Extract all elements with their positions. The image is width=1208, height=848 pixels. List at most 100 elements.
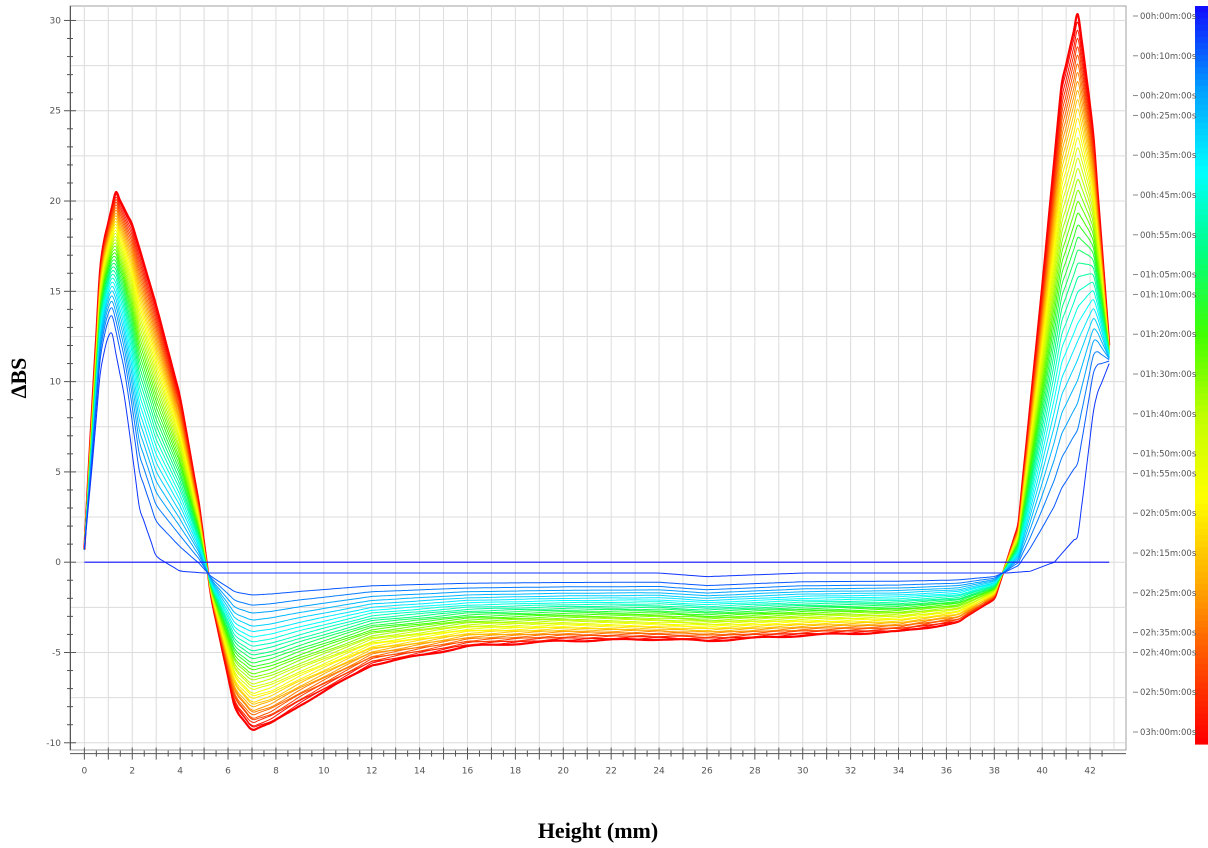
color-scale-band xyxy=(1195,36,1208,44)
color-scale-band xyxy=(1195,522,1208,530)
color-scale-band xyxy=(1195,79,1208,87)
color-scale-band xyxy=(1195,707,1208,714)
color-scale-band xyxy=(1195,73,1208,81)
color-scale-label: 01h:50m:00s xyxy=(1140,450,1197,460)
color-scale-label: 00h:55m:00s xyxy=(1140,231,1197,241)
color-scale-band xyxy=(1195,55,1208,62)
color-scale-band xyxy=(1195,331,1208,339)
color-scale-band xyxy=(1195,227,1208,235)
color-scale-band xyxy=(1195,682,1208,690)
series-line xyxy=(83,270,1110,652)
color-scale-band xyxy=(1195,633,1208,641)
series-line xyxy=(83,249,1110,660)
color-scale-band xyxy=(1195,245,1208,253)
color-scale-band xyxy=(1195,657,1208,665)
color-scale-band xyxy=(1195,172,1208,179)
y-tick-label: 5 xyxy=(55,468,61,478)
color-scale-band xyxy=(1195,614,1208,622)
color-scale-band xyxy=(1195,541,1208,548)
color-scale-band xyxy=(1195,442,1208,450)
plot-background xyxy=(69,5,1127,751)
color-scale-band xyxy=(1195,270,1208,278)
color-scale-band xyxy=(1195,737,1208,745)
y-axis-title: ΔBS xyxy=(6,358,31,399)
x-tick-label: 10 xyxy=(318,767,330,777)
color-scale-band xyxy=(1195,430,1208,438)
color-scale-band xyxy=(1195,584,1208,591)
x-tick-label: 12 xyxy=(366,767,377,777)
color-scale-band xyxy=(1195,528,1208,536)
color-scale-band xyxy=(1195,510,1208,518)
color-scale-band xyxy=(1195,122,1208,130)
y-tick-label: 0 xyxy=(55,558,61,568)
series-line xyxy=(83,300,1110,614)
series-line xyxy=(83,13,1111,732)
color-scale-band xyxy=(1195,362,1208,370)
color-scale-band xyxy=(1195,221,1208,228)
color-scale-band xyxy=(1195,12,1208,19)
color-scale-label: 01h:55m:00s xyxy=(1140,469,1197,479)
color-scale-label: 02h:15m:00s xyxy=(1140,549,1197,559)
color-scale-band xyxy=(1195,688,1208,696)
x-tick-label: 30 xyxy=(797,767,809,777)
color-scale-band xyxy=(1195,165,1208,173)
color-scale-band xyxy=(1195,479,1208,487)
color-scale-band xyxy=(1195,104,1208,112)
x-tick-label: 20 xyxy=(558,767,570,777)
color-scale-band xyxy=(1195,6,1208,13)
color-scale-label: 01h:10m:00s xyxy=(1140,290,1197,300)
x-tick-label: 28 xyxy=(749,767,761,777)
color-scale-band xyxy=(1195,110,1208,118)
axes: 0 2 4 6 8 10 12 14 16 18 20 22 24 26 28 30 32 34 36 38 40 42-… xyxy=(46,6,1126,777)
series-lines xyxy=(83,13,1111,732)
series-line xyxy=(83,277,1110,643)
x-tick-label: 4 xyxy=(177,767,183,777)
color-scale-band xyxy=(1195,190,1208,198)
series-line xyxy=(83,147,1110,690)
color-scale-band xyxy=(1195,264,1208,272)
color-scale-band xyxy=(1195,85,1208,93)
series-line xyxy=(83,108,1110,703)
color-scale-band xyxy=(1195,147,1208,155)
color-scale-band xyxy=(1195,571,1208,579)
color-scale-band xyxy=(1195,436,1208,444)
color-scale-band xyxy=(1195,664,1208,671)
series-line xyxy=(83,178,1110,681)
x-tick-label: 6 xyxy=(225,767,231,777)
color-scale-band xyxy=(1195,467,1208,474)
color-scale-band xyxy=(1195,534,1208,542)
series-line xyxy=(83,89,1110,708)
y-tick-label: 30 xyxy=(50,16,62,26)
color-scale-band xyxy=(1195,676,1208,684)
color-scale-band xyxy=(1195,178,1208,185)
color-scale-label: 00h:25m:00s xyxy=(1140,111,1197,121)
x-axis-title: Height (mm) xyxy=(538,818,658,843)
color-scale-band xyxy=(1195,565,1208,573)
color-scale-label: 00h:45m:00s xyxy=(1140,191,1197,201)
x-tick-label: 34 xyxy=(893,767,905,777)
color-scale-band xyxy=(1195,577,1208,585)
color-scale-band xyxy=(1195,356,1208,364)
color-scale-label: 00h:10m:00s xyxy=(1140,52,1197,62)
series-line xyxy=(83,212,1110,671)
x-tick-label: 14 xyxy=(414,767,426,777)
color-scale-band xyxy=(1195,393,1208,401)
color-scale-band xyxy=(1195,602,1208,610)
series-line xyxy=(83,37,1110,724)
y-tick-label: -5 xyxy=(52,648,61,658)
color-scale-band xyxy=(1195,92,1208,99)
color-scale-band xyxy=(1195,596,1208,604)
color-scale-band xyxy=(1195,301,1208,308)
color-scale-band xyxy=(1195,215,1208,222)
color-scale-label: 01h:30m:00s xyxy=(1140,370,1197,380)
color-scale-band xyxy=(1195,485,1208,493)
series-line xyxy=(83,273,1110,647)
x-tick-label: 2 xyxy=(129,767,135,777)
color-scale-band xyxy=(1195,651,1208,659)
x-tick-label: 0 xyxy=(82,767,88,777)
color-scale-band xyxy=(1195,307,1208,315)
color-scale-band xyxy=(1195,491,1208,499)
color-scale-band xyxy=(1195,700,1208,708)
color-scale-band xyxy=(1195,399,1208,407)
series-line xyxy=(83,236,1110,664)
